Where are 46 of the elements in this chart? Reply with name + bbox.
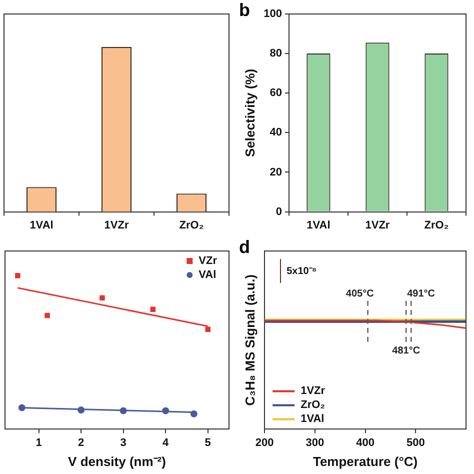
y-tick-label: 20	[270, 166, 282, 178]
x-tick-label: 2	[78, 436, 84, 449]
x-axis-title: V density (nm⁻²)	[68, 454, 166, 469]
x-tick-label: 1VAl	[30, 219, 54, 232]
text: d	[239, 236, 250, 257]
x-tick-label: 200	[255, 436, 274, 449]
x-tick-label: 1VAl	[306, 219, 330, 232]
point	[120, 407, 127, 414]
ref-line-label: 405°C	[346, 288, 374, 300]
text: 5x10⁻⁸	[286, 266, 317, 277]
x-tick-label: ZrO₂	[179, 219, 204, 232]
ref-line-label: 481°C	[392, 345, 420, 356]
point	[78, 406, 85, 414]
x-tick-label: 300	[306, 436, 324, 449]
legend-label: VAl	[198, 269, 216, 282]
x-tick-label: 4	[162, 436, 170, 449]
legend-label: VZr	[198, 255, 218, 268]
point	[162, 407, 170, 414]
x-tick-label: 1VZr	[365, 219, 390, 232]
x-axis-title: Temperature (°C)	[312, 454, 418, 469]
y-tick-label: 60	[270, 87, 282, 100]
point	[15, 272, 20, 278]
point	[100, 295, 105, 300]
x-tick-label: 1	[36, 436, 42, 449]
y-tick-label: 80	[270, 48, 282, 60]
x-tick-label: 400	[356, 436, 374, 449]
x-tick-label: 500	[406, 436, 425, 449]
y-tick-label: 40	[270, 126, 282, 139]
y-axis-title: Selectivity (%)	[242, 68, 258, 157]
legend-label: 1VZr	[300, 385, 326, 398]
point	[190, 410, 198, 418]
legend-label: ZrO₂	[300, 399, 326, 412]
point	[18, 404, 26, 412]
x-tick-label: 1VZr	[104, 219, 130, 232]
legend-label: 1VAl	[300, 413, 324, 426]
y-axis-title: C₃H₈ MS Signal (a.u.)	[242, 274, 258, 406]
x-tick-label: 5	[204, 436, 211, 449]
point	[205, 326, 210, 332]
y-tick-label: 0	[276, 206, 282, 218]
x-tick-label: ZrO₂	[424, 219, 449, 232]
text: b	[239, 0, 250, 20]
ref-line-label: 491°C	[407, 288, 436, 300]
y-tick-label: 100	[264, 8, 282, 20]
point	[44, 312, 50, 318]
point	[150, 306, 156, 312]
x-tick-label: 3	[120, 436, 126, 449]
